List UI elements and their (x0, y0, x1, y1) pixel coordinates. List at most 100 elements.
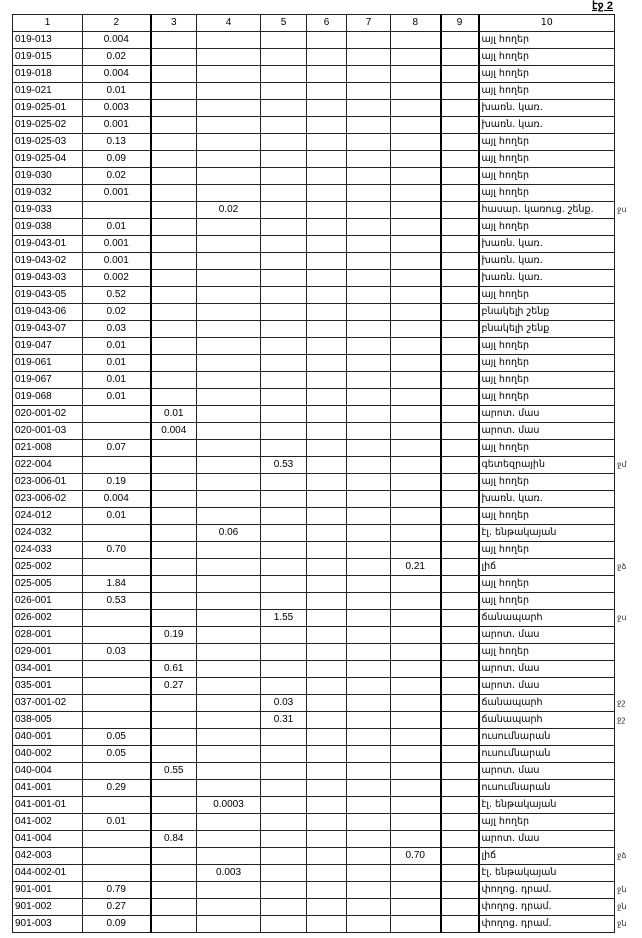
margin-mark (615, 321, 631, 338)
area-cell-c9 (439, 65, 479, 83)
land-use-cell: էլ. ենթակայան (477, 524, 615, 542)
area-cell-c2 (82, 830, 151, 848)
area-cell-c7 (346, 456, 391, 474)
area-cell-c6 (306, 728, 347, 746)
area-cell-c8 (390, 745, 441, 763)
area-cell-c7 (346, 592, 391, 610)
area-cell-c3: 0.01 (149, 405, 197, 423)
margin-mark (615, 542, 631, 559)
area-cell-c8 (390, 218, 441, 236)
land-use-cell: այլ հողեր (477, 31, 615, 49)
land-use-cell: ուսումնարան (477, 745, 615, 763)
land-use-cell: այլ հողեր (477, 150, 615, 168)
margin-mark (615, 151, 631, 168)
area-cell-c8 (390, 711, 441, 729)
area-cell-c8 (390, 405, 441, 423)
table-row: 901-001 0.79 փողոց. դրամ. ջն (12, 881, 631, 899)
parcel-code-cell: 019-047 (12, 337, 83, 355)
land-use-cell: խառն. կառ. (477, 116, 615, 134)
parcel-code-cell: 041-001 (12, 779, 83, 797)
area-cell-c7 (346, 898, 391, 916)
area-cell-c5 (260, 575, 307, 593)
area-cell-c6 (306, 762, 347, 780)
margin-mark: ջն (617, 902, 627, 911)
area-cell-c2: 0.02 (82, 303, 151, 321)
area-cell-c7 (346, 252, 391, 270)
area-cell-c9 (439, 796, 479, 814)
area-cell-c7 (346, 371, 391, 389)
area-cell-c3 (149, 235, 197, 253)
area-cell-c2: 0.01 (82, 337, 151, 355)
area-cell-c4: 0.02 (196, 201, 261, 219)
area-cell-c7 (346, 439, 391, 457)
area-cell-c9 (439, 303, 479, 321)
area-cell-c5 (260, 592, 307, 610)
table-row: 026-001 0.53 այլ հողեր (12, 592, 631, 610)
parcel-code-cell: 035-001 (12, 677, 83, 695)
margin-mark (615, 253, 631, 270)
parcel-code-cell: 024-032 (12, 524, 83, 542)
area-cell-c5 (260, 371, 307, 389)
area-cell-c8 (390, 286, 441, 304)
area-cell-c2: 0.29 (82, 779, 151, 797)
area-cell-c9 (439, 728, 479, 746)
area-cell-c8 (390, 762, 441, 780)
land-use-cell: այլ հողեր (477, 82, 615, 100)
area-cell-c3 (149, 133, 197, 151)
parcel-code-cell: 025-002 (12, 558, 83, 576)
area-cell-c5 (260, 813, 307, 831)
area-cell-c3 (149, 354, 197, 372)
area-cell-c9 (439, 439, 479, 457)
area-cell-c6 (306, 286, 347, 304)
area-cell-c7 (346, 609, 391, 627)
margin-mark (615, 593, 631, 610)
area-cell-c6 (306, 830, 347, 848)
area-cell-c8 (390, 116, 441, 134)
table-row: 019-025-03 0.13 այլ հողեր (12, 133, 631, 151)
area-cell-c9 (439, 167, 479, 185)
area-cell-c7 (346, 490, 391, 508)
area-cell-c6 (306, 218, 347, 236)
area-cell-c6 (306, 473, 347, 491)
land-use-cell: խառն. կառ. (477, 235, 615, 253)
parcel-code-cell: 042-003 (12, 847, 83, 865)
area-cell-c7 (346, 31, 391, 49)
margin-mark (615, 287, 631, 304)
column-header-7: 7 (346, 14, 391, 32)
table-row: 019-043-05 0.52 այլ հողեր (12, 286, 631, 304)
area-cell-c5: 0.31 (260, 711, 307, 729)
margin-mark: ջշ (617, 715, 626, 724)
margin-mark (615, 100, 631, 117)
land-use-cell: խառն. կառ. (477, 99, 615, 117)
area-cell-c5 (260, 915, 307, 933)
area-cell-c5 (260, 660, 307, 678)
area-cell-c5: 0.53 (260, 456, 307, 474)
area-cell-c9 (439, 609, 479, 627)
margin-mark (615, 763, 631, 780)
area-cell-c4 (196, 65, 261, 83)
area-cell-c7 (346, 235, 391, 253)
area-cell-c7 (346, 405, 391, 423)
area-cell-c5 (260, 881, 307, 899)
margin-mark (615, 780, 631, 797)
area-cell-c5 (260, 405, 307, 423)
margin-mark (615, 814, 631, 831)
area-cell-c4 (196, 150, 261, 168)
area-cell-c6 (306, 558, 347, 576)
area-cell-c5 (260, 541, 307, 559)
area-cell-c4 (196, 575, 261, 593)
margin-mark (615, 134, 631, 151)
area-cell-c5 (260, 864, 307, 882)
land-use-cell: այլ հողեր (477, 48, 615, 66)
land-use-cell: այլ հողեր (477, 286, 615, 304)
parcel-code-cell: 024-033 (12, 541, 83, 559)
area-cell-c4 (196, 898, 261, 916)
area-cell-c9 (439, 490, 479, 508)
parcel-code-cell: 025-005 (12, 575, 83, 593)
land-use-cell: այլ հողեր (477, 575, 615, 593)
area-cell-c8 (390, 320, 441, 338)
parcel-code-cell: 019-043-06 (12, 303, 83, 321)
table-row: 025-002 0.21 լիճ ջձ (12, 558, 631, 576)
parcel-code-cell: 041-002 (12, 813, 83, 831)
area-cell-c5 (260, 796, 307, 814)
